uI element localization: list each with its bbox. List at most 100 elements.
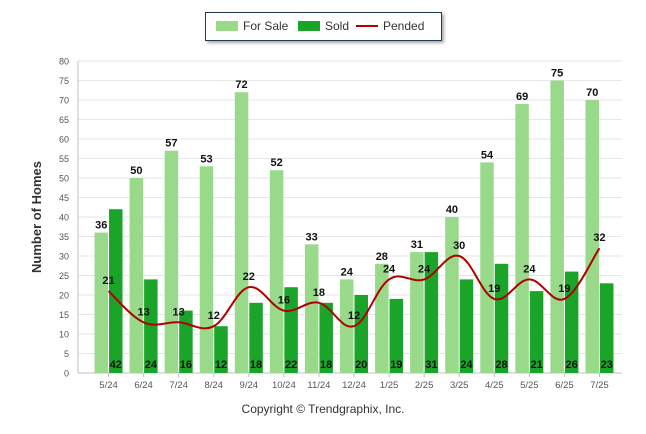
- y-tick-label: 50: [59, 174, 69, 184]
- legend-label-pended: Pended: [383, 19, 425, 33]
- bar-for-sale: [585, 100, 599, 373]
- y-tick-label: 30: [59, 252, 69, 262]
- data-label-pended: 16: [278, 295, 290, 307]
- bar-for-sale: [515, 103, 529, 374]
- data-label-for-sale: 75: [551, 68, 563, 80]
- chart-legend: For Sale Sold Pended: [205, 12, 442, 41]
- legend-item-sold[interactable]: Sold: [298, 19, 349, 33]
- x-tick-label: 2/25: [415, 380, 434, 391]
- y-axis-label: Number of Homes: [29, 161, 44, 273]
- data-label-for-sale: 33: [306, 231, 318, 243]
- y-tick-label: 45: [59, 193, 69, 203]
- data-label-for-sale: 40: [446, 204, 458, 216]
- data-label-for-sale: 70: [586, 87, 598, 99]
- data-label-for-sale: 52: [270, 157, 282, 169]
- legend-label-for-sale: For Sale: [243, 19, 289, 33]
- bar-for-sale: [164, 150, 179, 373]
- copyright-footer: Copyright © Trendgraphix, Inc.: [241, 402, 405, 416]
- y-tick-label: 15: [59, 310, 69, 320]
- bar-sold: [214, 326, 228, 373]
- data-label-sold: 18: [320, 359, 332, 371]
- data-label-sold: 24: [145, 359, 158, 371]
- bar-sold: [494, 263, 509, 373]
- data-label-for-sale: 72: [235, 79, 247, 91]
- data-label-sold: 24: [460, 359, 473, 371]
- y-tick-label: 55: [59, 154, 69, 164]
- x-tick-label: 5/24: [99, 380, 118, 391]
- bar-for-sale: [550, 80, 564, 373]
- bar-sold: [529, 291, 544, 373]
- x-tick-label: 6/24: [134, 380, 153, 391]
- bar-series: [94, 80, 614, 374]
- data-label-sold: 21: [530, 359, 542, 371]
- x-tick-label: 12/24: [342, 380, 366, 391]
- legend-item-pended[interactable]: Pended: [356, 19, 424, 33]
- data-label-sold: 22: [285, 359, 297, 371]
- x-tick-label: 1/25: [380, 380, 399, 391]
- data-label-pended: 19: [558, 283, 570, 295]
- y-tick-label: 70: [59, 96, 69, 106]
- bar-for-sale: [410, 252, 424, 373]
- data-label-sold: 31: [425, 359, 437, 371]
- data-label-pended: 13: [137, 306, 149, 318]
- data-label-sold: 20: [355, 359, 367, 371]
- data-label-sold: 23: [601, 359, 613, 371]
- y-tick-label: 25: [59, 271, 69, 281]
- pended-line: [107, 247, 601, 330]
- data-label-for-sale: 57: [165, 138, 177, 150]
- bar-sold: [109, 209, 123, 373]
- bar-for-sale: [199, 166, 214, 373]
- chart-axes: 0 5 10 15 20 25 30 35 40 45 50 55 60 65 70 75 80 5/24 6/24…: [59, 57, 609, 392]
- x-tick-label: 7/24: [169, 380, 188, 391]
- y-tick-label: 10: [59, 330, 69, 340]
- x-tick-label: 11/24: [307, 380, 330, 391]
- data-label-pended: 19: [488, 283, 500, 295]
- bar-sold: [459, 279, 474, 373]
- y-tick-label: 80: [59, 57, 69, 67]
- data-label-for-sale: 31: [411, 239, 423, 251]
- x-tick-label: 10/24: [272, 380, 296, 391]
- data-label-for-sale: 36: [95, 220, 107, 232]
- data-label-pended: 32: [593, 232, 605, 244]
- for-sale-swatch: [216, 21, 238, 31]
- data-label-pended: 24: [523, 263, 536, 275]
- data-label-sold: 28: [495, 359, 507, 371]
- data-label-pended: 24: [418, 263, 431, 275]
- bar-sold: [319, 302, 333, 373]
- data-label-sold: 18: [250, 359, 262, 371]
- data-label-for-sale: 28: [376, 251, 388, 263]
- bar-for-sale: [234, 92, 249, 373]
- bar-sold: [179, 310, 193, 373]
- x-tick-label: 7/25: [590, 380, 609, 391]
- data-label-pended: 30: [453, 240, 465, 252]
- x-tick-label: 4/25: [485, 380, 504, 391]
- data-label-sold: 16: [180, 359, 192, 371]
- data-label-for-sale: 69: [516, 91, 528, 103]
- data-label-pended: 13: [173, 306, 185, 318]
- data-label-sold: 42: [110, 359, 122, 371]
- y-tick-label: 20: [59, 291, 69, 301]
- bar-for-sale: [129, 178, 144, 373]
- pended-line-series: 21 13 13 12 22 16 18 12 24 24 30 19 24 19 32: [102, 232, 606, 330]
- data-label-pended: 12: [208, 310, 220, 322]
- data-label-for-sale: 53: [200, 153, 212, 165]
- bar-for-sale: [304, 244, 319, 373]
- x-tick-label: 6/25: [555, 380, 574, 391]
- y-tick-label: 40: [59, 213, 69, 223]
- pended-swatch: [356, 25, 378, 27]
- bar-sold: [249, 302, 263, 373]
- y-tick-label: 0: [64, 369, 69, 379]
- y-tick-label: 35: [59, 232, 69, 242]
- bar-sold: [599, 283, 614, 373]
- x-tick-label: 9/24: [240, 380, 259, 391]
- legend-item-for-sale[interactable]: For Sale: [216, 19, 288, 33]
- bar-for-sale: [94, 232, 109, 373]
- data-label-for-sale: 50: [130, 165, 142, 177]
- data-labels: 36 42 50 24 57 16 53 12 72 18 52 22 33 18 24 20 28 19 31 31…: [95, 68, 613, 372]
- data-label-for-sale: 24: [341, 266, 354, 278]
- y-tick-label: 75: [59, 76, 69, 86]
- x-tick-label: 3/25: [450, 380, 469, 391]
- y-tick-label: 65: [59, 115, 69, 125]
- x-tick-label: 5/25: [520, 380, 539, 391]
